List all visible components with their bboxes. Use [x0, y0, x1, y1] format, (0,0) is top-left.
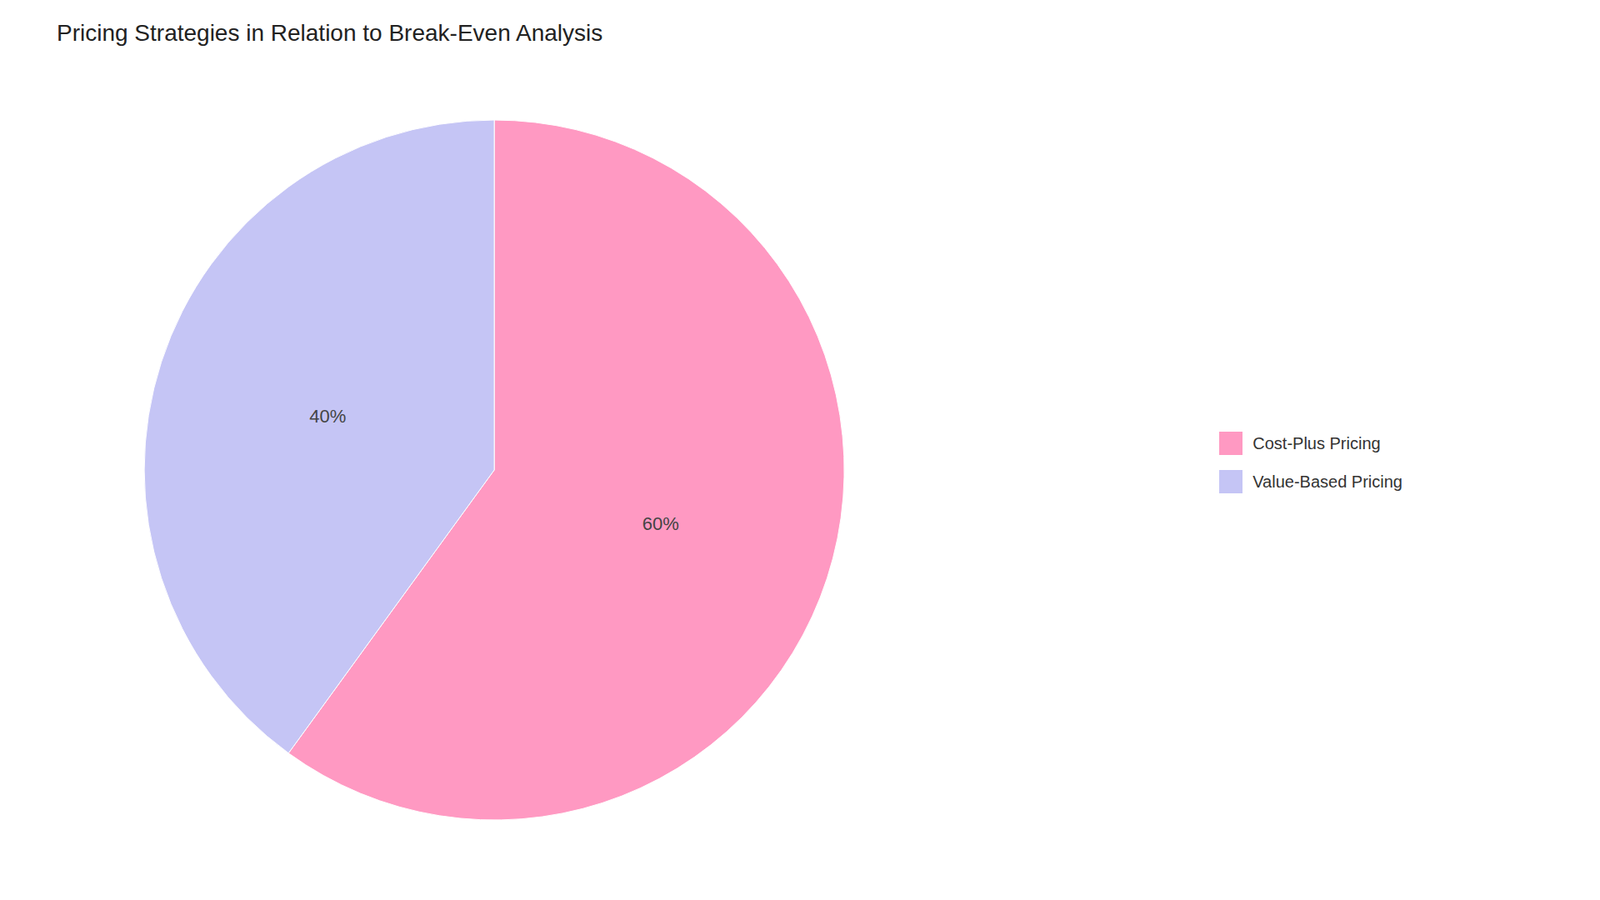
html-text:Pricing Strategies in Relation: Pricing Strategies in Relation to Break-…	[56, 20, 603, 46]
html-text:Value-Based Pricing: Value-Based Pricing	[1252, 472, 1403, 491]
svg-text:60%: 60%	[642, 513, 680, 535]
svg-text:40%: 40%	[309, 405, 346, 427]
html-text:Cost-Plus Pricing: Cost-Plus Pricing	[1252, 433, 1381, 453]
